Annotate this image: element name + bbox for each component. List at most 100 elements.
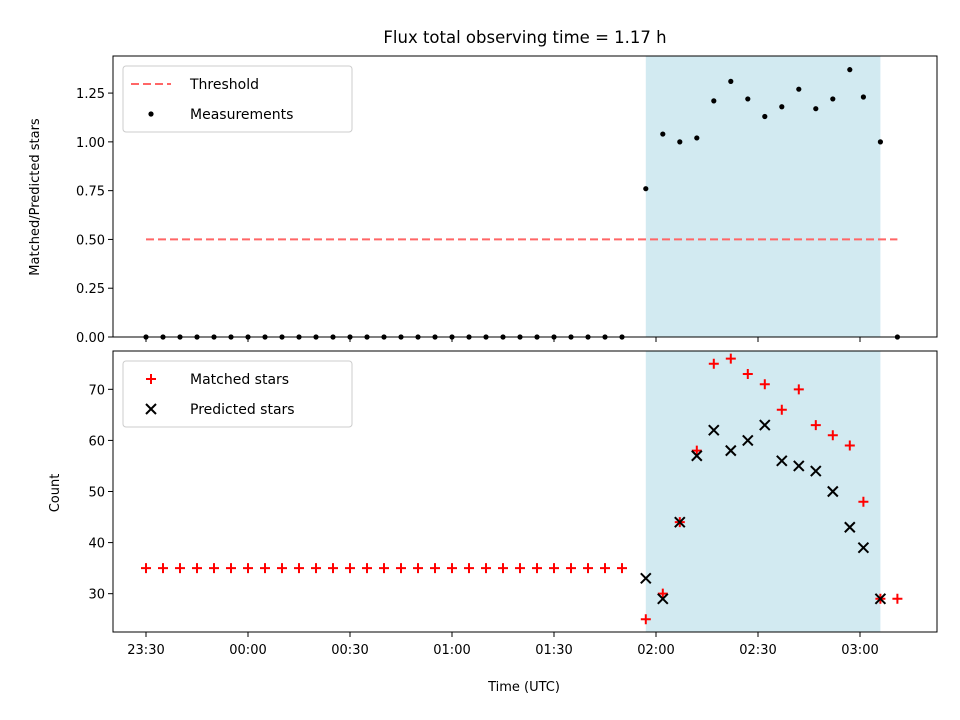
predicted-star-point [776, 455, 788, 467]
measurement-point [860, 94, 867, 100]
matched-star-point [844, 440, 855, 451]
matched-star-point [430, 563, 440, 574]
matched-star-point [226, 563, 236, 574]
matched-star-point [759, 379, 770, 390]
predicted-star-point [640, 572, 652, 585]
matched-star-point [260, 563, 270, 574]
matched-star-point [158, 563, 168, 574]
legend-label: Predicted stars [190, 402, 295, 418]
measurement-point [762, 113, 768, 120]
observing-window-band [645, 56, 881, 337]
predicted-star-point [857, 541, 870, 554]
measurement-point [745, 96, 751, 102]
measurement-point [711, 98, 717, 104]
predicted-star-point [810, 465, 822, 477]
x-tick-label: 00:30 [331, 643, 368, 658]
matched-star-point [328, 563, 338, 574]
y-tick-label: 1.25 [76, 87, 105, 102]
top-panel: 0.00 0.25 0.50 0.75 1.00 1.25 Threshold Measure… [76, 55, 938, 346]
matched-star-point [657, 588, 668, 599]
matched-star-point [532, 563, 542, 574]
matched-star-point [708, 358, 719, 369]
matched-star-point [294, 563, 304, 574]
measurement-point [677, 139, 683, 145]
matched-star-point [776, 404, 787, 415]
bottom-panel: 30 40 50 60 70 23:30 00:00 00:30 01:00 01:30 02:00… [88, 350, 938, 658]
matched-star-point [583, 563, 593, 574]
matched-star-point [498, 563, 508, 574]
legend-label: Matched stars [190, 372, 289, 388]
measurement-point [779, 104, 785, 110]
predicted-star-point [725, 444, 737, 457]
x-tick-label: 01:00 [433, 643, 470, 658]
predicted-star-point [874, 593, 887, 605]
x-tick-label: 23:30 [127, 643, 164, 658]
matched-star-point [481, 563, 491, 574]
measurement-point [877, 139, 884, 145]
y-tick-label: 0.50 [76, 233, 105, 248]
x-tick-label: 00:00 [229, 643, 266, 658]
x-tick-label: 02:30 [739, 643, 776, 658]
predicted-star-point [657, 593, 669, 605]
predicted-star-point [844, 521, 856, 533]
matched-star-point [311, 563, 321, 574]
matched-star-point [691, 445, 702, 456]
matched-star-point [549, 563, 559, 574]
x-tick-label: 03:00 [841, 643, 878, 658]
top-y-axis-label: Matched/Predicted stars [28, 118, 43, 276]
matched-star-point [810, 420, 821, 431]
measurement-point [813, 106, 819, 112]
y-tick-label: 0.00 [76, 331, 105, 346]
matched-star-point [464, 563, 474, 574]
predicted-star-point [742, 434, 754, 447]
matched-star-point [793, 384, 804, 395]
predicted-star-point [827, 485, 839, 498]
matched-star-point [858, 496, 869, 507]
measurement-point [643, 186, 649, 192]
matched-star-point [141, 563, 151, 574]
matched-star-point [413, 563, 423, 574]
y-tick-label: 30 [88, 588, 105, 603]
legend-matched-swatch [146, 374, 156, 384]
y-tick-label: 50 [88, 486, 105, 501]
legend: Matched stars Predicted stars [122, 360, 353, 428]
y-tick-label: 70 [88, 383, 105, 398]
y-tick-label: 40 [88, 537, 105, 552]
matched-star-point [243, 563, 253, 574]
measurement-point [796, 86, 802, 92]
bottom-y-axis-label: Count [48, 474, 63, 513]
legend-box [122, 360, 353, 428]
matched-star-point [827, 430, 838, 441]
matched-star-point [600, 563, 610, 574]
legend-label: Threshold [189, 77, 259, 93]
y-tick-label: 1.00 [76, 136, 105, 151]
observing-window-band [645, 351, 881, 632]
matched-star-point [209, 563, 219, 574]
legend-predicted-swatch [145, 403, 157, 415]
measurement-point [728, 78, 734, 84]
x-tick-label: 02:00 [637, 643, 674, 658]
measurement-point [847, 67, 853, 73]
axes-frame [112, 350, 938, 633]
matched-star-point [379, 563, 389, 574]
matched-star-point [447, 563, 457, 574]
matched-star-point [362, 563, 372, 574]
measurement-point [694, 135, 700, 141]
legend-box [122, 65, 353, 133]
axes-frame [112, 55, 938, 338]
predicted-star-point [674, 516, 686, 528]
predicted-star-point [793, 460, 805, 472]
matched-star-point [892, 593, 903, 604]
legend: Threshold Measurements [122, 65, 353, 133]
legend-label: Measurements [190, 107, 293, 123]
matched-star-point [345, 563, 355, 574]
chart-title: Flux total observing time = 1.17 h [383, 28, 666, 47]
x-tick-label: 01:30 [535, 643, 572, 658]
matched-star-point [277, 563, 287, 574]
matched-star-point [640, 614, 651, 625]
y-tick-label: 60 [88, 434, 105, 449]
matched-star-point [515, 563, 525, 574]
matched-star-point [175, 563, 185, 574]
matched-star-point [396, 563, 406, 574]
